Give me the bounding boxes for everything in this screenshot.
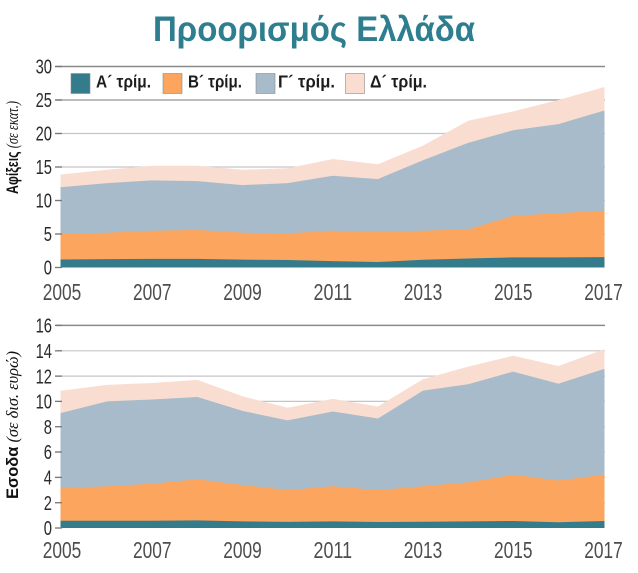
svg-text:2013: 2013 [404,279,443,305]
svg-text:2015: 2015 [494,279,533,305]
svg-text:25: 25 [36,90,52,112]
svg-text:2005: 2005 [43,537,82,563]
svg-text:Δ´ τρίμ.: Δ´ τρίμ. [370,72,427,92]
svg-text:8: 8 [44,417,52,439]
svg-text:4: 4 [44,468,52,490]
svg-text:6: 6 [44,442,52,464]
svg-text:Εσοδα (σε δισ. ευρώ): Εσοδα (σε δισ. ευρώ) [3,351,22,499]
svg-text:Αφίξεις (σε εκατ.): Αφίξεις (σε εκατ.) [3,101,22,194]
svg-text:2005: 2005 [43,279,82,305]
svg-text:0: 0 [44,518,52,540]
svg-text:Β´ τρίμ.: Β´ τρίμ. [188,72,242,92]
svg-text:15: 15 [36,157,52,179]
svg-text:2013: 2013 [404,537,443,563]
svg-text:14: 14 [36,341,52,363]
svg-text:2007: 2007 [133,279,172,305]
svg-text:0: 0 [44,258,52,280]
svg-text:2: 2 [44,493,52,515]
svg-text:Γ´ τρίμ.: Γ´ τρίμ. [278,72,335,92]
svg-text:16: 16 [36,316,52,338]
svg-text:5: 5 [44,224,52,246]
svg-text:30: 30 [36,57,52,79]
svg-text:2009: 2009 [223,279,262,305]
svg-text:12: 12 [36,366,52,388]
svg-text:2007: 2007 [133,537,172,563]
svg-text:20: 20 [36,124,52,146]
svg-text:10: 10 [36,191,52,213]
svg-text:2009: 2009 [223,537,262,563]
svg-text:2017: 2017 [584,279,623,305]
svg-text:2011: 2011 [314,279,353,305]
svg-text:2015: 2015 [494,537,533,563]
svg-text:10: 10 [36,392,52,414]
svg-text:Προορισμός Ελλάδα: Προορισμός Ελλάδα [153,10,475,49]
svg-text:2011: 2011 [314,537,353,563]
svg-text:2017: 2017 [584,537,623,563]
svg-text:Α´ τρίμ.: Α´ τρίμ. [96,72,151,92]
